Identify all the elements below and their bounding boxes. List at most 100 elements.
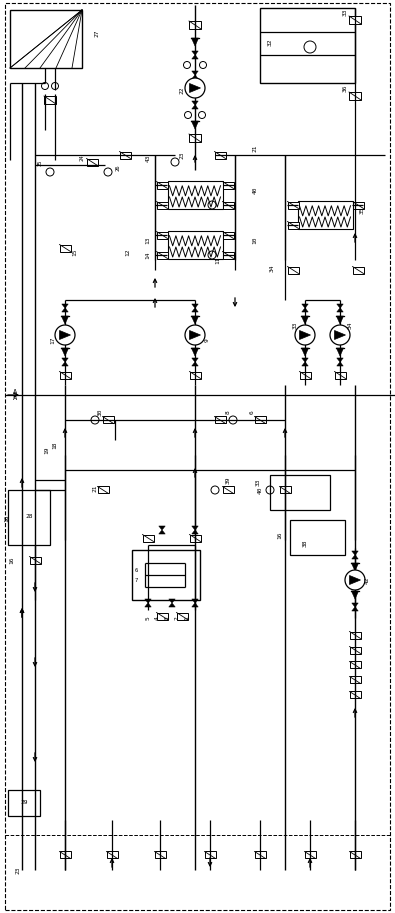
Bar	[189, 134, 201, 142]
Text: 3: 3	[164, 616, 169, 620]
Text: 33: 33	[342, 8, 348, 16]
Bar	[10, 10, 82, 68]
Circle shape	[55, 325, 75, 345]
Polygon shape	[352, 555, 358, 559]
Bar	[177, 613, 188, 620]
Bar	[288, 202, 299, 208]
Polygon shape	[352, 603, 358, 607]
Polygon shape	[302, 362, 308, 366]
Bar	[60, 852, 70, 858]
Polygon shape	[145, 599, 151, 603]
Bar	[349, 16, 361, 24]
Bar	[132, 550, 200, 600]
Text: 34: 34	[269, 264, 275, 272]
Text: 40: 40	[258, 487, 263, 494]
Bar	[98, 487, 109, 494]
Bar	[288, 222, 299, 228]
Polygon shape	[192, 308, 198, 312]
Text: 28: 28	[25, 515, 33, 519]
Polygon shape	[337, 348, 344, 356]
Bar	[60, 245, 70, 251]
Bar	[350, 691, 361, 698]
Text: A: A	[13, 395, 17, 401]
Bar	[60, 372, 70, 379]
Bar	[8, 790, 40, 816]
Bar	[120, 152, 130, 159]
Text: 30: 30	[98, 408, 102, 415]
Bar	[154, 852, 166, 858]
Polygon shape	[192, 38, 199, 46]
Bar	[280, 487, 290, 494]
Text: 25: 25	[38, 160, 43, 166]
Polygon shape	[192, 530, 198, 534]
Polygon shape	[62, 304, 68, 308]
Bar	[156, 251, 167, 258]
Text: A: A	[13, 389, 17, 395]
Text: 23: 23	[179, 152, 184, 159]
Text: 5: 5	[145, 616, 150, 620]
Text: 27: 27	[94, 29, 100, 37]
Bar	[350, 677, 361, 684]
Polygon shape	[192, 526, 198, 530]
Circle shape	[345, 570, 365, 590]
Polygon shape	[192, 358, 198, 362]
Text: 6: 6	[250, 410, 254, 414]
Bar	[87, 159, 98, 165]
Text: 33: 33	[256, 478, 260, 486]
Text: 19: 19	[45, 446, 49, 454]
Polygon shape	[145, 603, 151, 607]
Text: 12: 12	[126, 248, 130, 256]
Polygon shape	[337, 316, 344, 324]
Polygon shape	[190, 83, 201, 92]
Text: 6: 6	[134, 568, 137, 572]
Text: 35: 35	[359, 206, 365, 214]
Text: 11: 11	[216, 257, 220, 264]
Text: 21: 21	[252, 144, 258, 152]
Text: 24: 24	[79, 154, 85, 162]
Polygon shape	[192, 121, 199, 129]
Text: 9: 9	[205, 338, 209, 341]
Text: 26: 26	[115, 164, 120, 172]
Polygon shape	[62, 308, 68, 312]
Text: 2: 2	[175, 616, 179, 620]
Bar	[8, 490, 50, 545]
Bar	[254, 852, 265, 858]
Text: 38: 38	[303, 540, 307, 547]
Polygon shape	[302, 358, 308, 362]
Text: 34: 34	[348, 321, 352, 329]
Text: 16: 16	[278, 531, 282, 539]
Polygon shape	[60, 331, 70, 340]
Bar	[222, 182, 233, 188]
Bar	[260, 8, 355, 83]
Bar	[205, 852, 216, 858]
Bar	[254, 416, 265, 424]
Text: 17: 17	[51, 336, 56, 344]
Polygon shape	[61, 316, 69, 324]
Bar	[290, 520, 345, 555]
Polygon shape	[192, 101, 198, 105]
Circle shape	[295, 325, 315, 345]
Polygon shape	[301, 316, 308, 324]
Polygon shape	[192, 55, 198, 59]
Bar	[156, 182, 167, 188]
Polygon shape	[62, 358, 68, 362]
Bar	[156, 613, 167, 620]
Polygon shape	[62, 362, 68, 366]
Polygon shape	[192, 348, 199, 356]
Bar	[156, 232, 167, 238]
Bar	[222, 202, 233, 208]
Polygon shape	[159, 530, 165, 534]
Text: 36: 36	[342, 84, 348, 91]
Bar	[305, 852, 316, 858]
Bar	[222, 487, 233, 494]
Polygon shape	[169, 603, 175, 607]
Polygon shape	[301, 348, 308, 356]
Bar	[222, 251, 233, 258]
Bar	[143, 534, 154, 541]
Polygon shape	[337, 308, 343, 312]
Bar	[30, 557, 41, 563]
Bar	[350, 632, 361, 638]
Text: 7: 7	[134, 578, 137, 582]
Bar	[297, 201, 352, 229]
Bar	[102, 416, 113, 424]
